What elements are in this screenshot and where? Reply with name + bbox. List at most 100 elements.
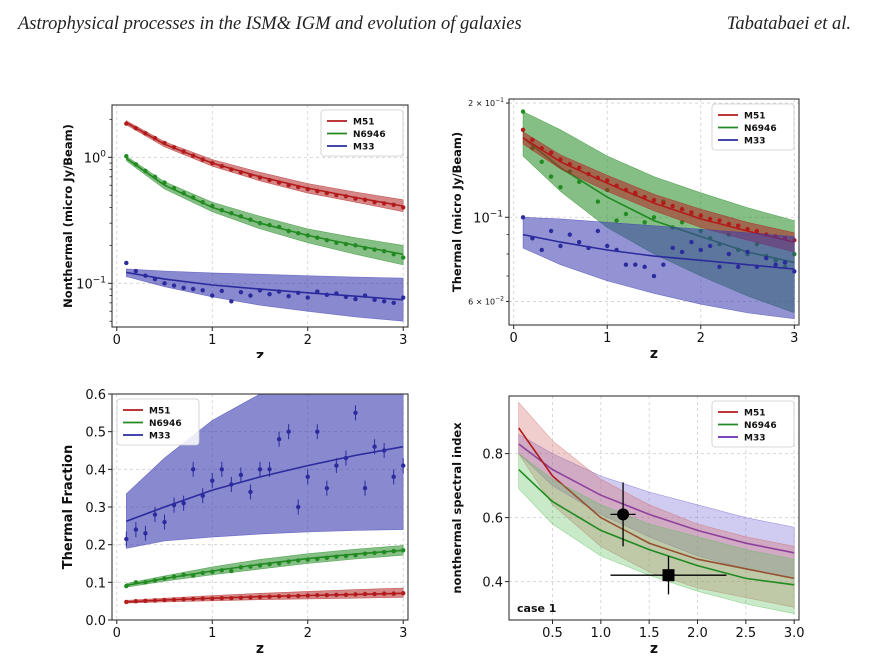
- data-point: [689, 239, 694, 245]
- data-point: [372, 444, 377, 449]
- data-point: [381, 591, 387, 596]
- data-point: [707, 243, 713, 249]
- data-point: [181, 501, 186, 506]
- y-tick-label: 10−1: [76, 275, 106, 292]
- data-point: [276, 224, 282, 230]
- y-axis-label: Nonthermal (micro Jy/Beam): [61, 124, 75, 308]
- data-point: [353, 243, 358, 248]
- data-point: [229, 595, 234, 601]
- data-point: [343, 553, 349, 559]
- data-point: [343, 592, 349, 597]
- data-point: [219, 163, 225, 169]
- data-point: [548, 174, 554, 179]
- data-point: [171, 145, 177, 150]
- data-point: [334, 291, 339, 296]
- legend-label: M33: [353, 143, 374, 153]
- data-point: [124, 260, 129, 266]
- data-point: [651, 273, 657, 279]
- data-point: [162, 140, 167, 146]
- data-point: [219, 288, 225, 294]
- x-tick-label: 3: [399, 333, 407, 348]
- uncertainty-band: [126, 394, 404, 549]
- data-point: [324, 190, 330, 196]
- data-point: [257, 594, 263, 600]
- x-tick-label: 0: [113, 626, 121, 641]
- data-point: [190, 573, 196, 578]
- running-header-title: Astrophysical processes in the ISM& IGM …: [18, 14, 522, 34]
- data-point: [623, 211, 629, 217]
- data-point: [698, 213, 703, 218]
- data-point: [520, 109, 526, 114]
- data-point: [520, 215, 526, 220]
- running-header: Astrophysical processes in the ISM& IGM …: [18, 14, 851, 40]
- data-point: [181, 285, 186, 291]
- uncertainty-band: [126, 155, 404, 266]
- data-point: [124, 154, 129, 159]
- data-point: [735, 223, 741, 228]
- legend-label: M51: [149, 407, 170, 417]
- data-point: [267, 562, 272, 567]
- data-point: [343, 455, 349, 461]
- series-m33: [124, 260, 406, 322]
- x-tick-label: 2: [304, 626, 312, 641]
- data-point: [614, 247, 619, 253]
- data-point: [401, 205, 406, 210]
- data-point: [143, 273, 148, 278]
- data-point: [642, 220, 647, 225]
- data-point: [605, 178, 610, 183]
- y-tick-label: 2 × 10−1: [468, 97, 504, 108]
- data-point: [353, 410, 358, 416]
- data-point: [200, 570, 205, 576]
- data-point: [171, 574, 177, 579]
- y-tick-label: 0.3: [85, 501, 106, 516]
- data-point: [520, 127, 526, 133]
- series-n6946: [518, 452, 795, 614]
- x-tick-label: 2: [304, 333, 312, 348]
- y-tick-label: 0.2: [85, 539, 106, 554]
- data-point: [391, 202, 396, 207]
- data-point: [200, 200, 205, 205]
- data-point: [372, 247, 377, 252]
- data-point: [248, 173, 253, 178]
- y-tick-label: 0.0: [85, 614, 106, 629]
- data-point: [276, 437, 282, 442]
- data-point: [661, 200, 666, 206]
- legend-label: M51: [744, 409, 765, 419]
- data-point: [143, 580, 148, 585]
- data-point: [401, 548, 406, 553]
- data-point: [754, 264, 760, 270]
- y-axis: 10−1 100 Nonthermal (micro Jy/Beam): [61, 118, 112, 322]
- data-point: [143, 598, 148, 603]
- data-point: [276, 289, 282, 294]
- uncertainty-band: [522, 216, 795, 320]
- data-point: [558, 185, 563, 190]
- data-point: [286, 594, 291, 599]
- legend-label: M51: [744, 112, 765, 122]
- data-point: [530, 137, 535, 143]
- y-tick-label: 0.4: [85, 463, 106, 478]
- x-tick-label: 1.0: [590, 626, 611, 641]
- data-point: [200, 493, 205, 498]
- uncertainty-band: [126, 545, 404, 588]
- y-axis: 0.0 0.1 0.2 0.3 0.4 0.5 0.6 Thermal Fraction: [61, 388, 112, 629]
- data-point: [362, 485, 368, 491]
- series-m33: [124, 394, 406, 549]
- data-point: [210, 596, 215, 601]
- data-point: [162, 576, 167, 581]
- data-point: [124, 583, 129, 589]
- data-point: [295, 504, 301, 510]
- data-point: [353, 592, 358, 597]
- data-point: [381, 550, 387, 555]
- x-tick-label: 0: [510, 331, 518, 346]
- data-point: [267, 222, 272, 228]
- data-point: [267, 594, 272, 599]
- legend-label: N6946: [149, 419, 182, 429]
- data-point: [229, 482, 234, 487]
- data-point: [305, 186, 310, 192]
- legend: M51 N6946 M33: [320, 109, 404, 157]
- series-n6946: [124, 154, 406, 266]
- data-point: [295, 558, 301, 563]
- data-point: [257, 563, 263, 568]
- series-n6946: [124, 545, 406, 589]
- data-point: [229, 211, 234, 216]
